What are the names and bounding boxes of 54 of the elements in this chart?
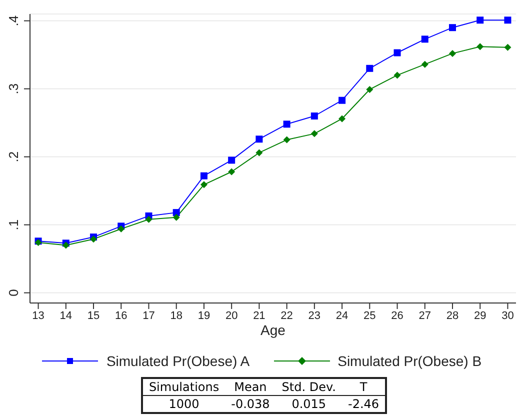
x-axis-title: Age <box>260 322 286 338</box>
y-tick-label: .2 <box>6 151 21 162</box>
y-tick-label: .1 <box>6 219 21 230</box>
x-tick-label: 17 <box>142 310 155 322</box>
point <box>421 36 428 43</box>
point <box>338 96 346 104</box>
point <box>256 149 263 156</box>
x-tick-label: 16 <box>115 310 128 322</box>
point <box>310 112 318 120</box>
x-tick-label: 14 <box>60 310 72 322</box>
x-tick-label: 24 <box>336 310 348 322</box>
x-tick-label: 23 <box>308 310 321 322</box>
legend-label: Simulated Pr(Obese) A <box>106 353 250 369</box>
point <box>421 60 428 68</box>
point <box>476 16 484 24</box>
x-tick-label: 22 <box>280 310 293 322</box>
point <box>394 72 401 79</box>
point <box>448 24 456 32</box>
y-tick-label: .3 <box>6 83 21 94</box>
point <box>394 49 401 56</box>
point <box>118 225 125 232</box>
x-tick-label: 19 <box>198 310 210 322</box>
x-tick-label: 27 <box>418 310 431 322</box>
point <box>504 16 512 24</box>
point <box>228 156 236 164</box>
legend-label: Simulated Pr(Obese) B <box>338 353 482 369</box>
y-tick-label: 0 <box>6 289 21 296</box>
x-tick-label: 29 <box>474 310 486 322</box>
x-tick-label: 18 <box>170 310 182 322</box>
point <box>504 44 512 51</box>
x-tick-label: 20 <box>225 310 238 322</box>
point <box>338 115 346 122</box>
point <box>145 216 152 223</box>
x-tick-label: 26 <box>391 310 404 322</box>
x-tick-label: 15 <box>87 310 100 322</box>
summary-table: Simulations Mean Std. Dev. T 1000 -0.038 0.015 -2.46 <box>140 377 388 414</box>
point <box>448 50 456 57</box>
point <box>366 64 374 72</box>
x-tick-label: 13 <box>32 310 44 322</box>
point <box>476 43 484 50</box>
x-tick-label: 21 <box>253 310 266 322</box>
point <box>283 120 290 128</box>
point <box>228 168 236 176</box>
x-tick-label: 25 <box>364 310 376 322</box>
point <box>200 172 208 180</box>
point <box>172 214 180 221</box>
point <box>310 130 318 138</box>
x-tick-label: 28 <box>446 310 459 322</box>
point <box>366 86 374 93</box>
point <box>256 136 263 143</box>
point <box>283 136 290 144</box>
x-tick-label: 30 <box>502 310 514 322</box>
y-tick-label: .4 <box>6 15 21 26</box>
point <box>200 181 208 188</box>
